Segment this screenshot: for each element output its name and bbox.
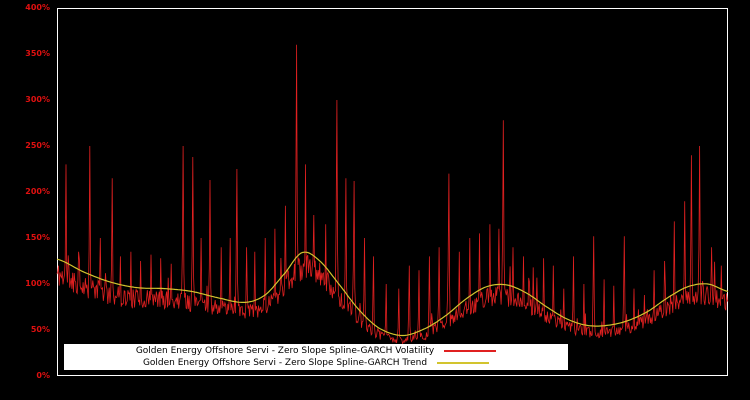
y-axis-tick-label: 300%: [25, 95, 50, 104]
legend: Golden Energy Offshore Servi - Zero Slop…: [64, 344, 568, 370]
y-axis-tick-label: 250%: [25, 141, 50, 150]
y-axis-tick-label: 100%: [25, 279, 50, 288]
legend-item-volatility: Golden Energy Offshore Servi - Zero Slop…: [64, 345, 568, 357]
y-axis-tick-label: 200%: [25, 187, 50, 196]
legend-label-volatility: Golden Energy Offshore Servi - Zero Slop…: [135, 346, 435, 356]
y-axis-tick-label: 150%: [25, 233, 50, 242]
volatility-line: [56, 44, 729, 345]
y-axis-tick-label: 400%: [25, 3, 50, 12]
legend-swatch-trend-line: [437, 362, 490, 364]
legend-item-trend: Golden Energy Offshore Servi - Zero Slop…: [64, 357, 568, 369]
y-axis-tick-label: 0%: [36, 371, 50, 380]
y-axis-tick-label: 50%: [30, 325, 50, 334]
plot-frame: [57, 8, 728, 376]
y-axis-tick-label: 350%: [25, 49, 50, 58]
trend-line: [56, 251, 729, 337]
legend-swatch-volatility-line: [444, 350, 497, 352]
legend-label-trend: Golden Energy Offshore Servi - Zero Slop…: [142, 358, 428, 368]
